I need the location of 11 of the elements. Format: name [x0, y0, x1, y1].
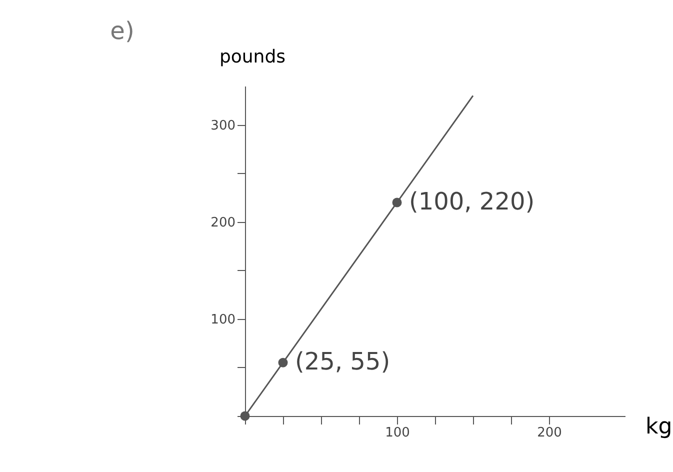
y-axis-title: pounds — [219, 46, 286, 68]
annotation: (25, 55) — [295, 348, 390, 376]
y-tick-label: 100 — [210, 312, 236, 328]
annotation: (100, 220) — [409, 187, 535, 216]
point — [240, 411, 250, 421]
chart-title: e) — [110, 17, 134, 45]
x-axis-title: kg — [646, 414, 672, 440]
point — [278, 358, 288, 368]
point — [392, 198, 402, 208]
y-tick-label: 200 — [210, 215, 236, 230]
y-tick-label: 300 — [210, 118, 236, 134]
